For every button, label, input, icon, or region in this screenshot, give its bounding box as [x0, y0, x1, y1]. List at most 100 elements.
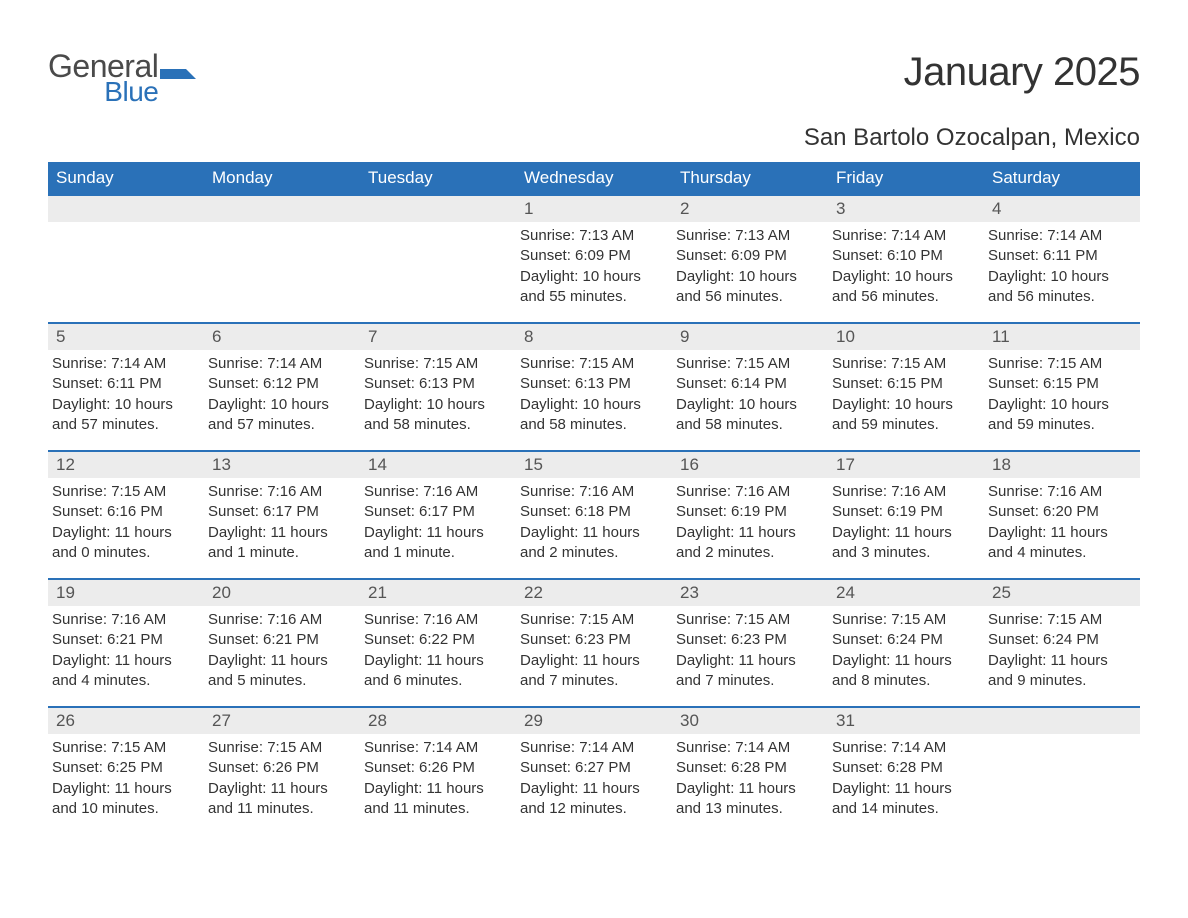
day-content: Sunrise: 7:14 AMSunset: 6:10 PMDaylight:… — [828, 222, 984, 311]
weekday-header: Tuesday — [360, 162, 516, 194]
calendar-cell: 8Sunrise: 7:15 AMSunset: 6:13 PMDaylight… — [516, 322, 672, 450]
day-number: 6 — [204, 322, 360, 350]
brand-logo: General Blue — [48, 50, 200, 106]
calendar-cell: 24Sunrise: 7:15 AMSunset: 6:24 PMDayligh… — [828, 578, 984, 706]
day-content: Sunrise: 7:14 AMSunset: 6:12 PMDaylight:… — [204, 350, 360, 439]
day-number: 24 — [828, 578, 984, 606]
day-number: 20 — [204, 578, 360, 606]
calendar-cell: 25Sunrise: 7:15 AMSunset: 6:24 PMDayligh… — [984, 578, 1140, 706]
weekday-header: Thursday — [672, 162, 828, 194]
day-content: Sunrise: 7:14 AMSunset: 6:11 PMDaylight:… — [984, 222, 1140, 311]
calendar-cell: 6Sunrise: 7:14 AMSunset: 6:12 PMDaylight… — [204, 322, 360, 450]
day-content: Sunrise: 7:16 AMSunset: 6:19 PMDaylight:… — [828, 478, 984, 567]
calendar-cell: 27Sunrise: 7:15 AMSunset: 6:26 PMDayligh… — [204, 706, 360, 834]
weekday-header: Wednesday — [516, 162, 672, 194]
day-number: 27 — [204, 706, 360, 734]
day-number-bar — [204, 194, 360, 222]
day-content: Sunrise: 7:14 AMSunset: 6:11 PMDaylight:… — [48, 350, 204, 439]
day-number: 16 — [672, 450, 828, 478]
day-number: 7 — [360, 322, 516, 350]
day-number: 13 — [204, 450, 360, 478]
day-number: 19 — [48, 578, 204, 606]
calendar-cell: 2Sunrise: 7:13 AMSunset: 6:09 PMDaylight… — [672, 194, 828, 322]
calendar-cell — [48, 194, 204, 322]
day-content: Sunrise: 7:14 AMSunset: 6:26 PMDaylight:… — [360, 734, 516, 823]
day-number-bar — [360, 194, 516, 222]
day-number: 8 — [516, 322, 672, 350]
calendar-table: SundayMondayTuesdayWednesdayThursdayFrid… — [48, 162, 1140, 834]
weekday-header: Friday — [828, 162, 984, 194]
day-number: 17 — [828, 450, 984, 478]
calendar-cell — [204, 194, 360, 322]
day-content: Sunrise: 7:15 AMSunset: 6:24 PMDaylight:… — [828, 606, 984, 695]
day-content: Sunrise: 7:15 AMSunset: 6:16 PMDaylight:… — [48, 478, 204, 567]
day-content: Sunrise: 7:15 AMSunset: 6:13 PMDaylight:… — [360, 350, 516, 439]
calendar-cell: 13Sunrise: 7:16 AMSunset: 6:17 PMDayligh… — [204, 450, 360, 578]
calendar-cell: 9Sunrise: 7:15 AMSunset: 6:14 PMDaylight… — [672, 322, 828, 450]
day-number: 11 — [984, 322, 1140, 350]
day-number: 3 — [828, 194, 984, 222]
weekday-header: Saturday — [984, 162, 1140, 194]
day-number: 9 — [672, 322, 828, 350]
calendar-cell: 28Sunrise: 7:14 AMSunset: 6:26 PMDayligh… — [360, 706, 516, 834]
day-number: 18 — [984, 450, 1140, 478]
day-number: 1 — [516, 194, 672, 222]
day-content: Sunrise: 7:13 AMSunset: 6:09 PMDaylight:… — [672, 222, 828, 311]
day-number: 5 — [48, 322, 204, 350]
day-number: 2 — [672, 194, 828, 222]
calendar-cell — [360, 194, 516, 322]
day-content: Sunrise: 7:15 AMSunset: 6:23 PMDaylight:… — [516, 606, 672, 695]
day-number: 14 — [360, 450, 516, 478]
day-number: 15 — [516, 450, 672, 478]
day-number: 4 — [984, 194, 1140, 222]
day-content: Sunrise: 7:15 AMSunset: 6:15 PMDaylight:… — [984, 350, 1140, 439]
calendar-cell: 19Sunrise: 7:16 AMSunset: 6:21 PMDayligh… — [48, 578, 204, 706]
day-content: Sunrise: 7:15 AMSunset: 6:14 PMDaylight:… — [672, 350, 828, 439]
calendar-cell: 11Sunrise: 7:15 AMSunset: 6:15 PMDayligh… — [984, 322, 1140, 450]
calendar-cell — [984, 706, 1140, 834]
calendar-cell: 15Sunrise: 7:16 AMSunset: 6:18 PMDayligh… — [516, 450, 672, 578]
calendar-cell: 20Sunrise: 7:16 AMSunset: 6:21 PMDayligh… — [204, 578, 360, 706]
day-content: Sunrise: 7:15 AMSunset: 6:15 PMDaylight:… — [828, 350, 984, 439]
calendar-cell: 18Sunrise: 7:16 AMSunset: 6:20 PMDayligh… — [984, 450, 1140, 578]
day-content: Sunrise: 7:15 AMSunset: 6:25 PMDaylight:… — [48, 734, 204, 823]
calendar-cell: 1Sunrise: 7:13 AMSunset: 6:09 PMDaylight… — [516, 194, 672, 322]
calendar-cell: 17Sunrise: 7:16 AMSunset: 6:19 PMDayligh… — [828, 450, 984, 578]
calendar-cell: 3Sunrise: 7:14 AMSunset: 6:10 PMDaylight… — [828, 194, 984, 322]
day-content: Sunrise: 7:14 AMSunset: 6:28 PMDaylight:… — [672, 734, 828, 823]
calendar-cell: 7Sunrise: 7:15 AMSunset: 6:13 PMDaylight… — [360, 322, 516, 450]
calendar-cell: 30Sunrise: 7:14 AMSunset: 6:28 PMDayligh… — [672, 706, 828, 834]
calendar-cell: 12Sunrise: 7:15 AMSunset: 6:16 PMDayligh… — [48, 450, 204, 578]
calendar-cell: 16Sunrise: 7:16 AMSunset: 6:19 PMDayligh… — [672, 450, 828, 578]
day-content: Sunrise: 7:16 AMSunset: 6:17 PMDaylight:… — [360, 478, 516, 567]
day-number-bar — [48, 194, 204, 222]
day-content: Sunrise: 7:15 AMSunset: 6:26 PMDaylight:… — [204, 734, 360, 823]
calendar-cell: 21Sunrise: 7:16 AMSunset: 6:22 PMDayligh… — [360, 578, 516, 706]
day-number: 12 — [48, 450, 204, 478]
day-content: Sunrise: 7:13 AMSunset: 6:09 PMDaylight:… — [516, 222, 672, 311]
day-content: Sunrise: 7:16 AMSunset: 6:22 PMDaylight:… — [360, 606, 516, 695]
day-content: Sunrise: 7:15 AMSunset: 6:23 PMDaylight:… — [672, 606, 828, 695]
day-number: 26 — [48, 706, 204, 734]
day-number: 29 — [516, 706, 672, 734]
day-content: Sunrise: 7:16 AMSunset: 6:21 PMDaylight:… — [204, 606, 360, 695]
day-number: 22 — [516, 578, 672, 606]
day-content: Sunrise: 7:16 AMSunset: 6:20 PMDaylight:… — [984, 478, 1140, 567]
calendar-cell: 22Sunrise: 7:15 AMSunset: 6:23 PMDayligh… — [516, 578, 672, 706]
day-content: Sunrise: 7:16 AMSunset: 6:18 PMDaylight:… — [516, 478, 672, 567]
brand-blue: Blue — [48, 78, 158, 106]
day-number: 25 — [984, 578, 1140, 606]
day-number: 31 — [828, 706, 984, 734]
weekday-header: Monday — [204, 162, 360, 194]
day-number: 10 — [828, 322, 984, 350]
day-number: 30 — [672, 706, 828, 734]
day-number-bar — [984, 706, 1140, 734]
calendar-cell: 5Sunrise: 7:14 AMSunset: 6:11 PMDaylight… — [48, 322, 204, 450]
calendar-cell: 26Sunrise: 7:15 AMSunset: 6:25 PMDayligh… — [48, 706, 204, 834]
day-content: Sunrise: 7:16 AMSunset: 6:19 PMDaylight:… — [672, 478, 828, 567]
location-label: San Bartolo Ozocalpan, Mexico — [48, 124, 1140, 152]
day-number: 28 — [360, 706, 516, 734]
calendar-cell: 10Sunrise: 7:15 AMSunset: 6:15 PMDayligh… — [828, 322, 984, 450]
weekday-header: Sunday — [48, 162, 204, 194]
flag-icon — [160, 65, 200, 96]
